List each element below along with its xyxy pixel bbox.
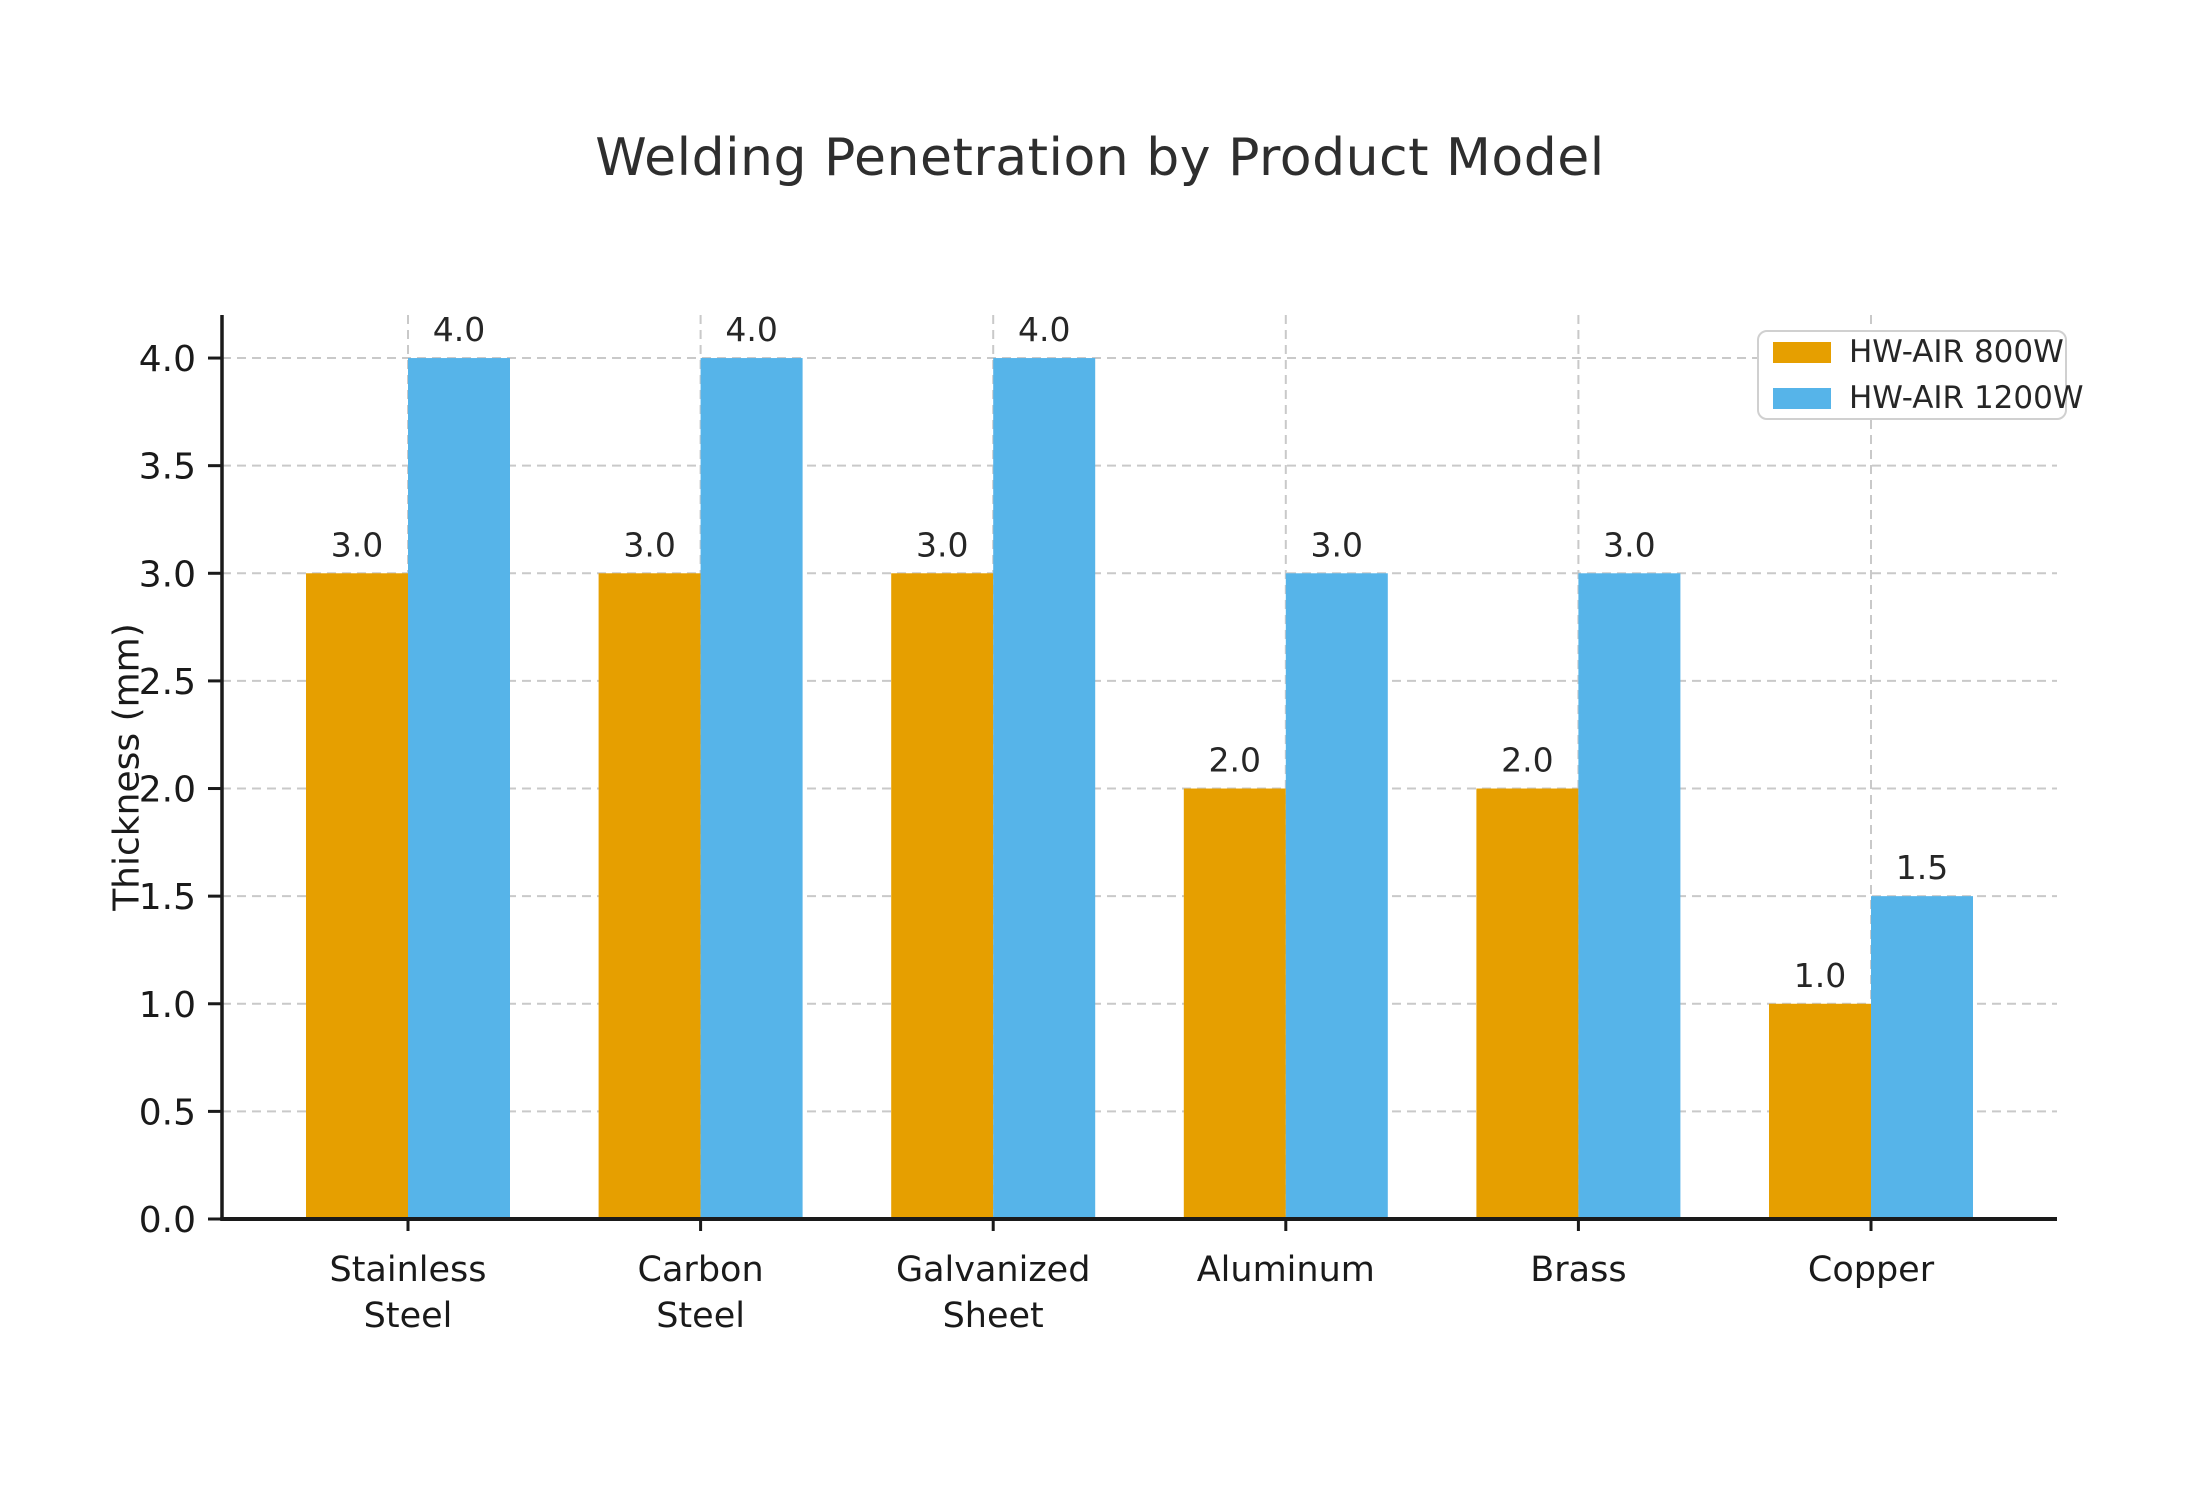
bar-value-label: 3.0 <box>623 525 675 564</box>
legend-label-800w: HW-AIR 800W <box>1849 334 2064 370</box>
x-tick-label: Carbon Steel <box>638 1250 764 1336</box>
y-tick-label: 2.5 <box>139 662 196 703</box>
bar-carbon-steel-hw-air-800w <box>598 573 701 1219</box>
x-tick-label: Galvanized Sheet <box>896 1250 1090 1336</box>
x-tick-label: Brass <box>1530 1250 1626 1290</box>
bar-galvanized-sheet-hw-air-800w <box>891 573 994 1219</box>
legend: HW-AIR 800W HW-AIR 1200W <box>1757 330 2084 420</box>
bar-copper-hw-air-1200w <box>1871 896 1973 1219</box>
y-tick-label: 0.5 <box>139 1092 196 1133</box>
bar-value-label: 3.0 <box>331 525 383 564</box>
bar-stainless-steel-hw-air-800w <box>306 573 408 1219</box>
legend-item-800w: HW-AIR 800W <box>1773 334 2064 370</box>
y-axis-label: Thickness (mm) <box>106 623 148 911</box>
bar-value-label: 3.0 <box>916 525 968 564</box>
bar-galvanized-sheet-hw-air-1200w <box>993 358 1096 1219</box>
bar-value-label: 4.0 <box>725 310 777 349</box>
legend-label-1200w: HW-AIR 1200W <box>1849 380 2084 416</box>
x-tick-label: Aluminum <box>1197 1250 1375 1290</box>
bar-copper-hw-air-800w <box>1769 1003 1871 1219</box>
bar-value-label: 4.0 <box>433 310 485 349</box>
bar-value-label: 2.0 <box>1209 741 1261 780</box>
bar-value-label: 3.0 <box>1311 525 1363 564</box>
y-tick-label: 1.0 <box>139 985 196 1026</box>
y-tick-label: 4.0 <box>139 339 196 380</box>
bar-aluminum-hw-air-1200w <box>1285 573 1388 1219</box>
y-tick-label: 3.5 <box>139 447 196 488</box>
y-tick-label: 0.0 <box>139 1200 196 1241</box>
bar-value-label: 4.0 <box>1018 310 1070 349</box>
x-tick-label: Copper <box>1808 1250 1935 1290</box>
bar-value-label: 1.5 <box>1896 848 1948 887</box>
legend-item-1200w: HW-AIR 1200W <box>1773 380 2084 416</box>
bar-value-label: 1.0 <box>1794 956 1846 995</box>
legend-swatch-800w <box>1773 341 1831 363</box>
bar-stainless-steel-hw-air-1200w <box>408 358 510 1219</box>
y-tick-label: 1.5 <box>139 877 196 918</box>
y-tick-label: 3.0 <box>139 554 196 595</box>
y-tick-label: 2.0 <box>139 770 196 811</box>
bar-brass-hw-air-1200w <box>1578 573 1681 1219</box>
bar-brass-hw-air-800w <box>1476 788 1579 1219</box>
bar-value-label: 3.0 <box>1603 525 1655 564</box>
bar-aluminum-hw-air-800w <box>1183 788 1286 1219</box>
legend-swatch-1200w <box>1773 387 1831 409</box>
x-tick-label: Stainless Steel <box>329 1250 486 1336</box>
bar-carbon-steel-hw-air-1200w <box>700 358 803 1219</box>
bar-value-label: 2.0 <box>1501 741 1553 780</box>
chart-title: Welding Penetration by Product Model <box>595 128 1605 188</box>
